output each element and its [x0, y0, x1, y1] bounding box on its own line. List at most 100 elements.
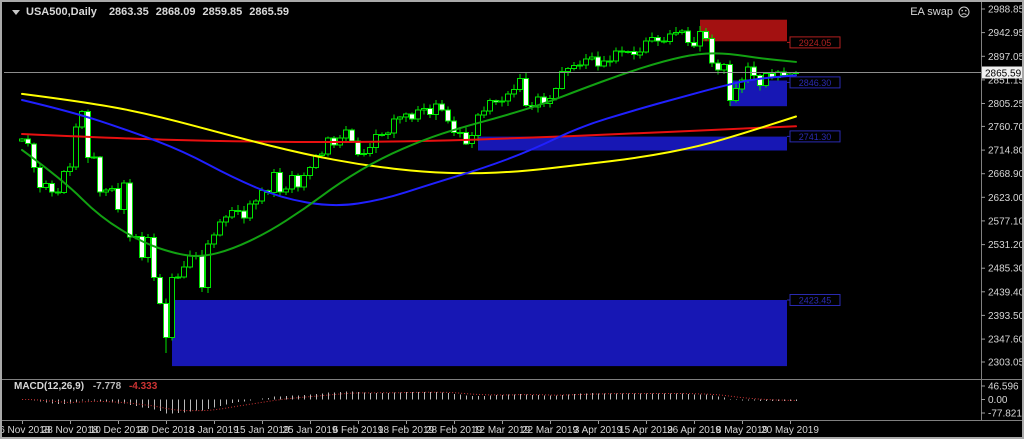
ma-green-line	[21, 52, 797, 258]
candle-body	[667, 33, 673, 42]
ea-status-icon	[958, 6, 970, 18]
candle-body	[607, 60, 613, 63]
candle-body	[397, 116, 403, 120]
macd-scale[interactable]: 46.596 0.00 -77.821	[981, 382, 1022, 420]
time-axis-label: 8 May 2019	[716, 425, 769, 436]
price-axis-label: 2393.50	[988, 311, 1022, 322]
candle-body	[655, 37, 661, 42]
zone-tag-box	[789, 36, 841, 49]
price-axis-label: 2531.20	[988, 240, 1022, 251]
candle-body	[481, 110, 487, 116]
macd-scale-label: -77.821	[988, 409, 1022, 420]
candle-body	[745, 66, 751, 81]
candle-wick	[387, 131, 389, 140]
candle-body	[553, 88, 559, 99]
candle-body	[145, 237, 151, 259]
candle-body	[517, 77, 523, 91]
zone-tag-price: 2423.45	[799, 296, 832, 306]
candle-body	[175, 276, 181, 279]
candle-body	[673, 32, 679, 35]
candle-body	[295, 175, 301, 188]
candle-body	[715, 62, 721, 71]
time-axis-label: 3 Apr 2019	[574, 425, 623, 436]
candle-wick	[177, 273, 179, 279]
candle-body	[391, 118, 397, 134]
symbol-timeframe: USA500,Daily	[26, 6, 97, 18]
ma-yellow-line	[21, 92, 797, 175]
macd-indicator-label: MACD(12,26,9) -7.778 -4.333	[14, 381, 157, 392]
price-axis-label: 2714.80	[988, 146, 1022, 157]
symbol-dropdown-icon[interactable]	[12, 9, 20, 15]
zone-tag-price: 2741.30	[799, 132, 832, 142]
candle-body	[409, 113, 415, 120]
time-axis-label: 25 Jan 2019	[282, 425, 337, 436]
ea-swap-badge[interactable]: EA swap	[910, 6, 970, 18]
candle-body	[55, 191, 61, 194]
time-axis-label: 12 Mar 2019	[474, 425, 531, 436]
candle-body	[289, 175, 295, 190]
macd-signal-line	[21, 391, 797, 412]
candle-body	[187, 255, 193, 268]
candle-body	[31, 143, 37, 169]
candle-body	[757, 74, 763, 87]
candle-body	[385, 132, 391, 135]
demand-zone[interactable]	[478, 136, 787, 151]
candle-body	[763, 72, 769, 87]
ma-red-line	[21, 125, 797, 143]
zone-price-tag: 2846.30	[787, 76, 841, 89]
candle-body	[217, 221, 223, 236]
time-axis-label: 20 Dec 2018	[138, 425, 195, 436]
candle-body	[85, 110, 91, 159]
current-price-value: 2865.59	[985, 69, 1022, 80]
candle-wick	[363, 148, 365, 157]
price-axis-label: 2303.05	[988, 358, 1022, 369]
candle-body	[379, 134, 385, 136]
candle-body	[343, 129, 349, 139]
candle-body	[205, 243, 211, 288]
candle-body	[283, 188, 289, 193]
candle-body	[415, 109, 421, 120]
candle-body	[595, 56, 601, 67]
candle-body	[625, 51, 631, 54]
candle-body	[157, 277, 163, 304]
zone-tag-box	[789, 76, 841, 89]
time-axis-label: 16 Nov 2018	[2, 425, 51, 436]
candle-body	[631, 51, 637, 56]
candle-wick	[237, 205, 239, 216]
macd-signal-value: -4.333	[128, 381, 158, 392]
candle-body	[703, 31, 709, 39]
price-axis-label: 2942.95	[988, 28, 1022, 39]
price-axis-label: 2485.30	[988, 264, 1022, 275]
ohlc-low: 2859.85	[202, 6, 243, 18]
candle-body	[565, 68, 571, 73]
ohlc-open: 2863.35	[108, 6, 149, 18]
candle-body	[709, 37, 715, 64]
candle-body	[37, 167, 43, 189]
price-axis[interactable]: 2988.85 2942.95 2897.05 2851.15 2805.25 2760.…	[981, 5, 1022, 369]
time-axis-label: 18 Feb 2019	[378, 425, 435, 436]
candle-body	[361, 153, 367, 156]
candle-body	[751, 66, 757, 76]
price-axis-label: 2805.25	[988, 99, 1022, 110]
candle-body	[277, 172, 283, 193]
symbol-ohlc-label: USA500,Daily 2863.35 2868.09 2859.85 286…	[12, 6, 296, 18]
candle-body	[523, 77, 529, 107]
candle-body	[403, 113, 409, 118]
demand-zone[interactable]	[172, 300, 787, 367]
candle-body	[463, 132, 469, 145]
candle-body	[433, 103, 439, 115]
supply-zone[interactable]	[700, 19, 787, 42]
candle-body	[649, 37, 655, 42]
zone-price-tag: 2423.45	[787, 294, 841, 306]
candle-body	[259, 190, 265, 202]
macd-main-value: -7.778	[92, 381, 122, 392]
candle-body	[109, 188, 115, 191]
candle-body	[169, 277, 175, 338]
candle-body	[355, 140, 361, 156]
candle-body	[49, 182, 55, 193]
candle-body	[727, 64, 733, 101]
candle-body	[67, 166, 73, 172]
